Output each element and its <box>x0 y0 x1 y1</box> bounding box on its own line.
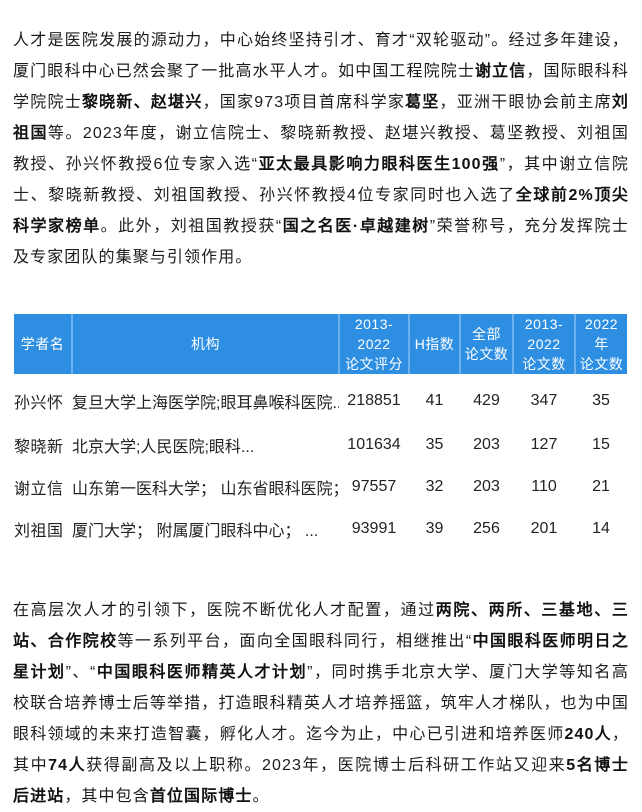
cell-total_papers: 429 <box>473 392 500 409</box>
text-run: ，国家973项目首席科学家 <box>202 94 406 111</box>
scholar-ranking-table: 学者名 机构 2013-2022 论文评分 H指数 全部 论文数 2013-2022 论文… <box>14 314 627 550</box>
cell-total_papers: 203 <box>473 436 500 453</box>
talent-paragraph: 在高层次人才的引领下，医院不断优化人才配置，通过两院、两所、三基地、三站、合作院… <box>13 595 629 812</box>
cell-institution: 复旦大学上海医学院;眼耳鼻喉科医院... <box>72 395 339 412</box>
table-row: 刘祖国 厦门大学； 附属厦门眼科中心； ... 93991 39 256 201 14 <box>14 508 627 550</box>
cell-scholar: 刘祖国 <box>14 523 64 540</box>
bold-text-run: 240人 <box>564 726 612 743</box>
table-header: 学者名 机构 2013-2022 论文评分 H指数 全部 论文数 2013-2022 论文… <box>14 314 627 374</box>
column-header-papers_2022: 2022年 论文数 <box>574 314 627 374</box>
bold-text-run: 74人 <box>48 757 87 774</box>
text-run: ，国际眼科科学院院士 <box>13 63 629 111</box>
cell-score: 93991 <box>351 520 397 537</box>
text-run: 在高层次人才的引领下，医院不断优化人才配置，通过 <box>13 602 436 619</box>
cell-score: 97557 <box>351 478 397 495</box>
bold-text-run: 两院、两所、三基地、三站、合作院校 <box>13 602 629 650</box>
cell-papers_2013_2022: 127 <box>530 436 558 453</box>
column-header-score: 2013-2022 论文评分 <box>338 314 409 374</box>
cell-h_index: 41 <box>425 392 444 409</box>
cell-h_index: 35 <box>425 436 444 453</box>
cell-papers_2013_2022: 347 <box>530 392 558 409</box>
cell-h_index: 39 <box>425 520 444 537</box>
text-run: 。 <box>252 788 270 805</box>
cell-total_papers: 256 <box>473 520 500 537</box>
text-run: 等。2023年度，谢立信院士、黎晓新教授、赵堪兴教授、葛坚教授、刘祖国教授、孙兴… <box>13 125 629 173</box>
cell-institution: 北京大学;人民医院;眼科... <box>72 439 255 456</box>
bold-text-run: 刘祖国 <box>13 94 629 142</box>
text-run: 人才是医院发展的源动力，中心始终坚持引才、育才“双轮驱动”。经过多年建设，厦门眼… <box>13 32 629 80</box>
cell-scholar: 黎晓新 <box>14 439 64 456</box>
text-run: ”、“ <box>65 664 97 681</box>
cell-papers_2022: 35 <box>592 392 610 409</box>
cell-scholar: 孙兴怀 <box>14 395 64 412</box>
column-header-h_index: H指数 <box>408 314 460 374</box>
cell-scholar: 谢立信 <box>14 481 64 498</box>
bold-text-run: 全球前2%顶尖科学家榜单 <box>13 187 629 235</box>
text-run: 等一系列平台，面向全国眼科同行，相继推出“ <box>117 633 473 650</box>
bold-text-run: 葛坚 <box>405 94 440 111</box>
cell-h_index: 32 <box>425 478 444 495</box>
text-run: ，其中 <box>13 726 629 774</box>
text-run: ”，同时携手北京大学、厦门大学等知名高校联合培养博士后等举措，打造眼科精英人才培… <box>13 664 629 743</box>
column-header-papers_2013_2022: 2013-2022 论文数 <box>512 314 575 374</box>
cell-papers_2022: 15 <box>592 436 610 453</box>
bold-text-run: 谢立信 <box>475 63 527 80</box>
intro-paragraph: 人才是医院发展的源动力，中心始终坚持引才、育才“双轮驱动”。经过多年建设，厦门眼… <box>13 25 629 273</box>
bold-text-run: 中国眼科医师明日之星计划 <box>13 633 629 681</box>
bold-text-run: 中国眼科医师精英人才计划 <box>96 664 308 681</box>
table-row: 黎晓新 北京大学;人民医院;眼科... 101634 35 203 127 15 <box>14 424 627 466</box>
text-run: ”荣誉称号，充分发挥院士及专家团队的集聚与引领作用。 <box>13 218 629 266</box>
cell-score: 101634 <box>347 436 401 453</box>
cell-papers_2013_2022: 110 <box>531 478 557 495</box>
bold-text-run: 国之名医·卓越建树 <box>282 218 430 235</box>
text-run: ，亚洲干眼协会前主席 <box>439 94 612 111</box>
cell-papers_2022: 21 <box>592 478 610 495</box>
table-body: 孙兴怀 复旦大学上海医学院;眼耳鼻喉科医院... 218851 41 429 347 35 黎… <box>14 374 627 550</box>
cell-institution: 山东第一医科大学； 山东省眼科医院； ... <box>72 481 339 498</box>
table-row: 孙兴怀 复旦大学上海医学院;眼耳鼻喉科医院... 218851 41 429 347 35 <box>14 374 627 424</box>
cell-score: 218851 <box>347 392 401 409</box>
bold-text-run: 首位国际博士 <box>149 788 253 805</box>
cell-total_papers: 203 <box>473 478 500 495</box>
bold-text-run: 亚太最具影响力眼科医生100强 <box>258 156 500 173</box>
cell-papers_2013_2022: 201 <box>530 520 558 537</box>
bold-text-run: 黎晓新、赵堪兴 <box>81 94 203 111</box>
column-header-total_papers: 全部 论文数 <box>459 314 513 374</box>
column-header-scholar: 学者名 <box>14 314 72 374</box>
table-header-row: 学者名 机构 2013-2022 论文评分 H指数 全部 论文数 2013-2022 论文… <box>14 314 627 374</box>
text-run: 。此外，刘祖国教授获“ <box>100 218 283 235</box>
text-run: 获得副高及以上职称。2023年，医院博士后科研工作站又迎来 <box>86 757 567 774</box>
text-run: ”，其中谢立信院士、黎晓新教授、刘祖国教授、孙兴怀教授4位专家同时也入选了 <box>13 156 630 204</box>
table-row: 谢立信 山东第一医科大学； 山东省眼科医院； ... 97557 32 203 110 21 <box>14 466 627 508</box>
column-header-institution: 机构 <box>71 314 339 374</box>
cell-institution: 厦门大学； 附属厦门眼科中心； ... <box>72 523 319 540</box>
cell-papers_2022: 14 <box>592 520 610 537</box>
text-run: ，其中包含 <box>64 788 150 805</box>
